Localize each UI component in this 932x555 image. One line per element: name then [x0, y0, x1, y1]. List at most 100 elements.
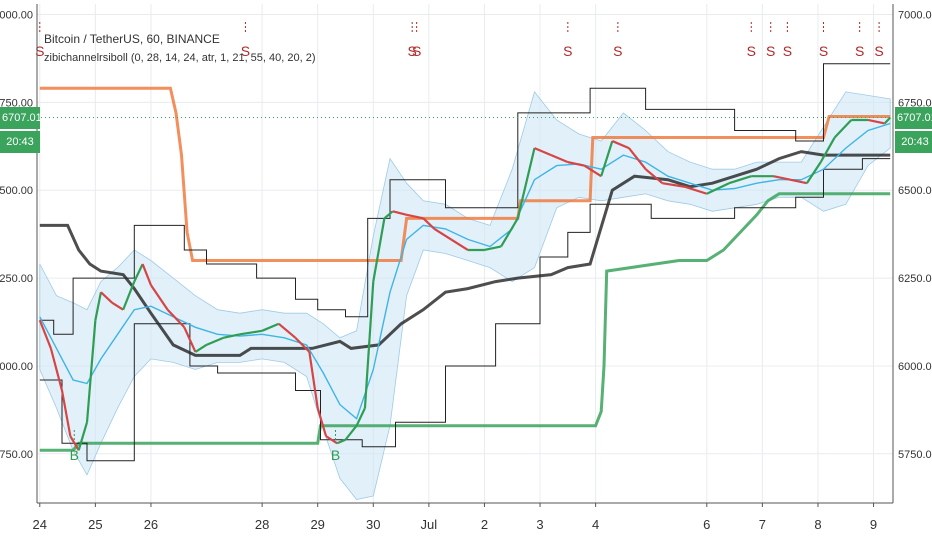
price-segment	[122, 281, 136, 311]
sell-signal-label: S	[855, 43, 864, 59]
price-segment	[278, 322, 297, 339]
price-segment	[239, 329, 263, 336]
x-tick-label: 2	[481, 517, 488, 532]
time-badge-right: 20:43	[895, 130, 932, 153]
price-segment	[141, 263, 152, 286]
y-tick-label-left: 6250.00	[0, 273, 33, 285]
price-segment	[583, 164, 602, 178]
price-segment	[392, 210, 407, 216]
price-segment	[867, 118, 885, 125]
price-segment	[789, 178, 808, 185]
price-segment	[261, 322, 280, 332]
price-segment	[344, 425, 358, 441]
price-badge-right-value: 6707.01	[897, 111, 932, 124]
y-tick-label-right: 6750.00	[898, 97, 932, 109]
price-segment	[644, 168, 664, 185]
price-segment	[355, 407, 366, 427]
moving-average-line	[39, 122, 891, 420]
bollinger-band	[39, 91, 891, 500]
price-segment	[433, 227, 452, 241]
buy-signal-label: B	[331, 447, 340, 463]
y-tick-label-right: 6500.00	[898, 185, 932, 197]
price-segment	[819, 136, 836, 163]
sell-signal-label: S	[412, 43, 421, 59]
price-segment	[728, 175, 752, 185]
x-tick-label: 9	[870, 517, 877, 532]
y-tick-label-left: 6750.00	[0, 97, 33, 109]
x-tick-label: 3	[536, 517, 543, 532]
price-segment	[372, 218, 386, 282]
x-tick-label: 6	[703, 517, 710, 532]
price-badge-right: 6707.01	[895, 106, 932, 129]
x-tick-label: 8	[814, 517, 821, 532]
price-segment	[325, 435, 338, 445]
price-segment	[833, 119, 853, 139]
price-segment	[194, 343, 208, 353]
price-segment	[183, 326, 197, 353]
price-segment	[100, 291, 113, 304]
price-segment	[49, 348, 64, 391]
price-segment	[422, 217, 436, 230]
price-segment	[133, 263, 144, 283]
indicator-title: zibichannelrsiboll (0, 28, 14, 24, atr, …	[44, 52, 316, 64]
y-tick-label-right: 6250.00	[898, 273, 932, 285]
price-series	[38, 116, 892, 451]
price-segment	[550, 154, 569, 164]
symbol-title: Bitcoin / TetherUS, 60, BINANCE	[44, 32, 220, 46]
sell-signal-label: S	[613, 43, 622, 59]
channel-lower-line	[39, 158, 891, 462]
y-tick-label-right: 6000.00	[898, 361, 932, 373]
price-segment	[60, 390, 72, 437]
price-segment	[484, 245, 502, 252]
y-tick-label-right: 7000.00	[898, 10, 932, 22]
axes: 7000.00 7000.00 6750.00 6750.00 6500.00 6500.…	[0, 4, 932, 532]
sell-signal-label: S	[563, 43, 572, 59]
sell-signal-label: S	[747, 43, 756, 59]
channel-mid-line	[39, 150, 891, 357]
time-badge-right-value: 20:43	[901, 135, 929, 148]
indicator-lines	[37, 63, 893, 462]
sell-signal-label: S	[35, 43, 44, 59]
price-segment	[111, 301, 124, 311]
price-segment	[773, 175, 791, 181]
time-badge-left-value: 20:43	[6, 135, 34, 148]
upper-stop-line	[39, 86, 891, 262]
sell-signal-label: S	[766, 43, 775, 59]
y-tick-label-left: 6500.00	[0, 185, 33, 197]
signal-markers: S S SS S S S S S S S SB B	[35, 22, 884, 463]
price-segment	[406, 213, 424, 220]
x-tick-label: 7	[759, 517, 766, 532]
price-segment	[316, 407, 328, 437]
price-segment	[534, 147, 552, 157]
price-segment	[77, 421, 89, 451]
price-segment	[611, 140, 630, 150]
sell-signal-label: S	[408, 43, 417, 59]
y-tick-label-left: 7000.00	[0, 10, 33, 22]
x-tick-label: 26	[144, 517, 158, 532]
x-tick-label: Jul	[421, 517, 438, 532]
price-segment	[85, 320, 97, 423]
price-segment	[516, 147, 536, 219]
price-segment	[662, 182, 685, 188]
price-segment	[150, 284, 169, 311]
x-tick-label: 29	[310, 517, 324, 532]
price-segment	[567, 161, 585, 167]
y-tick-label-left: 5750.00	[0, 449, 33, 461]
price-segment	[206, 336, 224, 346]
price-segment	[450, 238, 469, 251]
price-segment	[500, 217, 519, 248]
price-segment	[383, 210, 394, 220]
price-segment	[166, 308, 186, 329]
bollinger-fill	[39, 91, 891, 500]
sell-signal-label: S	[241, 43, 250, 59]
price-segment	[336, 438, 346, 445]
x-tick-label: 30	[366, 517, 380, 532]
sell-signal-label: S	[819, 43, 828, 59]
sell-signal-label: S	[783, 43, 792, 59]
y-tick-label-left: 6000.00	[0, 361, 33, 373]
channel-upper-line	[39, 63, 891, 335]
price-segment	[222, 333, 241, 339]
price-badge-left-value: 6707.01	[2, 111, 42, 124]
price-segment	[628, 147, 647, 170]
